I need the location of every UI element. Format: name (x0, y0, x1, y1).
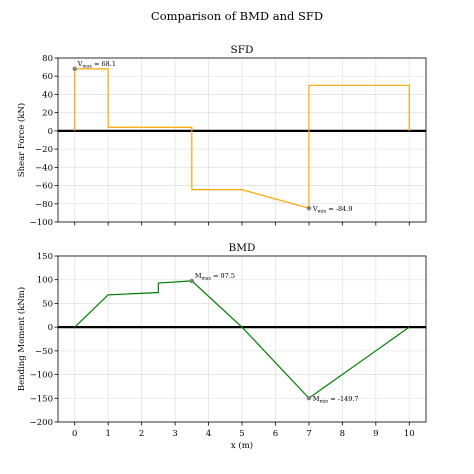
bmd-xtick-label: 0 (72, 429, 77, 439)
bmd-xtick-label: 2 (139, 429, 144, 439)
sfd-ytick-label: 60 (42, 72, 53, 82)
figure-suptitle: Comparison of BMD and SFD (151, 9, 323, 23)
sfd-ytick-label: −20 (35, 145, 53, 155)
sfd-extreme-marker (307, 206, 311, 210)
sfd-extreme-marker (73, 67, 77, 71)
bmd-xtick-label: 8 (340, 429, 345, 439)
sfd-ytick-label: −80 (35, 200, 53, 210)
bmd-xtick-label: 4 (206, 429, 211, 439)
sfd-ylabel: Shear Force (kN) (16, 103, 27, 178)
bmd-extreme-marker (307, 396, 311, 400)
sfd-ytick-label: 0 (48, 127, 53, 137)
bmd-ytick-label: 100 (37, 276, 53, 286)
sfd-ytick-label: 20 (42, 109, 53, 119)
sfd-ytick-label: 80 (42, 54, 53, 64)
bmd-xtick-label: 1 (105, 429, 110, 439)
bmd-ytick-label: −100 (30, 371, 53, 381)
bmd-xtick-label: 9 (373, 429, 378, 439)
bmd-ytick-label: −200 (30, 418, 53, 428)
bmd-xlabel: x (m) (231, 440, 253, 451)
sfd-ytick-label: −40 (35, 163, 53, 173)
bmd-ytick-label: 0 (48, 323, 53, 333)
sfd-title: SFD (231, 44, 254, 56)
bmd-extreme-marker (190, 279, 194, 283)
bmd-ytick-label: −150 (30, 394, 53, 404)
bmd-ytick-label: 150 (37, 252, 53, 262)
sfd-ytick-label: 40 (42, 90, 53, 100)
bmd-xtick-label: 10 (404, 429, 415, 439)
bmd-xtick-label: 7 (306, 429, 311, 439)
bmd-xtick-label: 5 (239, 429, 244, 439)
bmd-ylabel: Bending Moment (kNm) (16, 287, 27, 391)
sfd-ytick-label: −60 (35, 182, 53, 192)
bmd-ytick-label: −50 (35, 347, 53, 357)
bmd-xtick-label: 3 (172, 429, 177, 439)
bmd-axes: 0 1 2 3 4 5 6 7 8 9 10 −200 −150 −100 −50 0 50 100 150 BMD B… (16, 242, 426, 451)
sfd-ytick-label: −100 (30, 218, 53, 228)
bmd-xtick-label: 6 (273, 429, 278, 439)
bmd-title: BMD (229, 242, 256, 254)
sfd-axes: −100 −80 −60 −40 −20 0 20 40 60 80 SFD Shear Force … (16, 44, 426, 228)
bmd-ytick-label: 50 (42, 299, 53, 309)
